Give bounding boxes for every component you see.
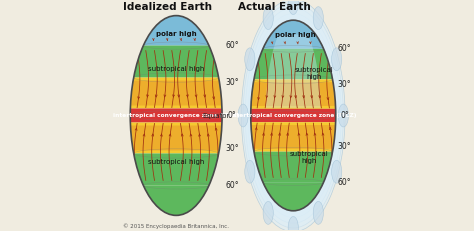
Polygon shape [251,79,336,109]
Polygon shape [134,46,219,78]
Ellipse shape [313,201,323,224]
Polygon shape [266,34,321,108]
Text: 30°: 30° [225,144,239,153]
Polygon shape [130,78,222,109]
Text: 60°: 60° [225,41,239,50]
Ellipse shape [263,7,273,30]
Ellipse shape [245,160,255,183]
Text: intertropical convergence zone (ITCZ): intertropical convergence zone (ITCZ) [113,113,239,118]
Ellipse shape [338,104,348,127]
Text: 0°: 0° [340,111,349,120]
Ellipse shape [332,160,342,183]
Polygon shape [251,122,336,152]
Text: intertropical convergence zone (ITCZ): intertropical convergence zone (ITCZ) [230,113,356,118]
Polygon shape [251,82,336,106]
Polygon shape [251,109,336,122]
Polygon shape [263,20,324,49]
Ellipse shape [288,216,298,231]
Text: 30°: 30° [337,79,351,88]
Ellipse shape [245,48,255,71]
Text: polar high: polar high [275,31,316,37]
Text: 60°: 60° [225,181,239,190]
Text: Idealized Earth: Idealized Earth [123,2,212,12]
Ellipse shape [245,8,341,223]
Polygon shape [130,125,222,150]
Polygon shape [143,16,209,46]
Text: polar high: polar high [156,30,196,36]
Polygon shape [134,153,219,185]
Ellipse shape [248,14,339,217]
Ellipse shape [332,48,342,71]
Text: subtropical high: subtropical high [148,159,204,165]
Text: 60°: 60° [337,178,351,187]
Polygon shape [251,125,336,149]
Ellipse shape [241,0,345,231]
Text: 30°: 30° [337,143,351,152]
Text: Actual Earth: Actual Earth [238,2,311,12]
Text: 30°: 30° [225,78,239,87]
Ellipse shape [288,0,298,15]
Text: 60°: 60° [337,44,351,53]
Polygon shape [130,122,222,153]
Polygon shape [130,81,222,106]
Text: subtropical
high: subtropical high [294,67,333,80]
Text: Equator: Equator [202,112,229,119]
Ellipse shape [238,104,248,127]
Text: 0°: 0° [228,111,237,120]
Polygon shape [143,185,209,215]
Ellipse shape [243,3,343,228]
Polygon shape [130,109,222,122]
Text: subtropical
high: subtropical high [290,151,328,164]
Text: © 2015 Encyclopaedia Britannica, Inc.: © 2015 Encyclopaedia Britannica, Inc. [123,224,229,229]
Ellipse shape [313,7,323,30]
Text: subtropical high: subtropical high [148,66,204,72]
Polygon shape [254,49,333,79]
Polygon shape [254,152,333,182]
Ellipse shape [263,201,273,224]
Polygon shape [263,182,324,211]
